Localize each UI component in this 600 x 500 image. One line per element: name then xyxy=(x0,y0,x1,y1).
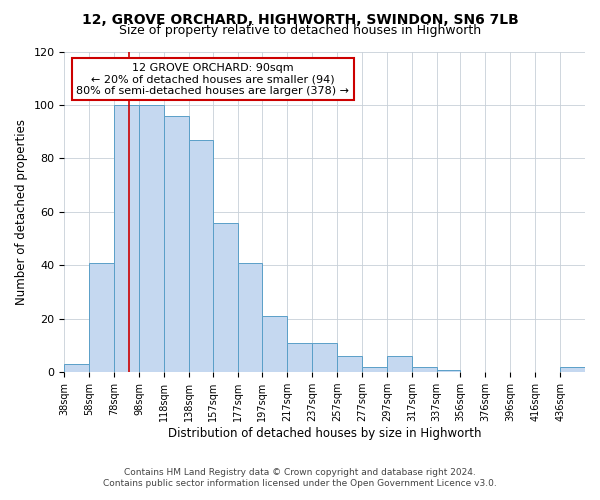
Bar xyxy=(287,343,312,372)
Text: 12, GROVE ORCHARD, HIGHWORTH, SWINDON, SN6 7LB: 12, GROVE ORCHARD, HIGHWORTH, SWINDON, S… xyxy=(82,12,518,26)
Bar xyxy=(139,105,164,372)
Text: Contains HM Land Registry data © Crown copyright and database right 2024.
Contai: Contains HM Land Registry data © Crown c… xyxy=(103,468,497,487)
Text: Size of property relative to detached houses in Highworth: Size of property relative to detached ho… xyxy=(119,24,481,37)
Bar xyxy=(238,262,262,372)
Bar xyxy=(312,343,337,372)
Bar xyxy=(362,367,387,372)
Bar xyxy=(387,356,412,372)
Bar xyxy=(114,105,139,372)
Bar xyxy=(262,316,287,372)
Bar xyxy=(212,222,238,372)
Text: 12 GROVE ORCHARD: 90sqm
← 20% of detached houses are smaller (94)
80% of semi-de: 12 GROVE ORCHARD: 90sqm ← 20% of detache… xyxy=(76,62,349,96)
Bar xyxy=(412,367,437,372)
Y-axis label: Number of detached properties: Number of detached properties xyxy=(15,119,28,305)
Bar xyxy=(560,367,585,372)
Bar xyxy=(189,140,212,372)
Bar xyxy=(164,116,189,372)
Bar xyxy=(64,364,89,372)
Bar xyxy=(89,262,114,372)
Bar xyxy=(437,370,460,372)
X-axis label: Distribution of detached houses by size in Highworth: Distribution of detached houses by size … xyxy=(168,427,481,440)
Bar xyxy=(337,356,362,372)
